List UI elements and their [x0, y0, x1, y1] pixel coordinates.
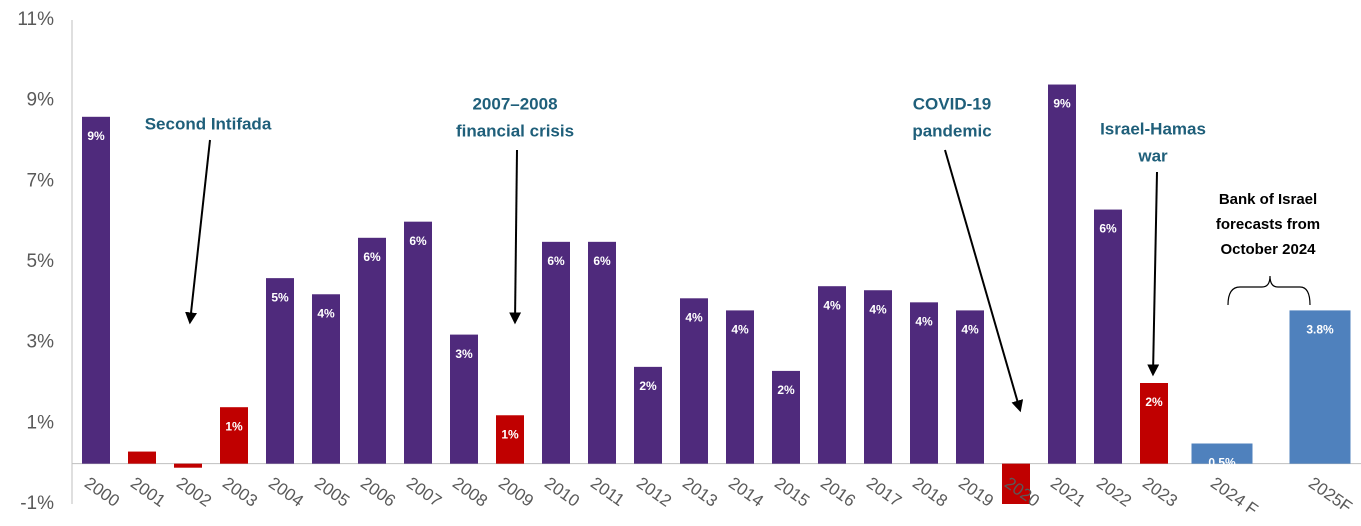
x-tick-label: 2012 — [633, 473, 675, 510]
data-label: 9% — [87, 129, 105, 143]
data-label: 5% — [271, 290, 289, 304]
data-label: 2% — [639, 379, 657, 393]
annotation: financial crisis — [456, 121, 574, 140]
data-label: 4% — [961, 323, 979, 337]
arrow — [509, 149, 522, 325]
x-tick-label: 2003 — [219, 473, 261, 510]
x-tick-label: 2010 — [541, 473, 583, 510]
x-tick-label: 2014 — [725, 473, 767, 510]
data-label: 4% — [915, 315, 933, 329]
data-label: 4% — [685, 310, 703, 324]
bar — [496, 415, 524, 464]
x-tick-label: 2017 — [863, 473, 905, 510]
annotation: Second Intifada — [145, 114, 272, 133]
x-tick-label: 2011 — [587, 473, 628, 510]
annotation: war — [1137, 146, 1168, 165]
x-tick-label: 2006 — [357, 473, 399, 510]
x-tick-label: 2009 — [495, 473, 537, 510]
bar — [1002, 463, 1030, 504]
y-tick-label: 9% — [27, 90, 55, 111]
x-tick-label: 2022 — [1093, 473, 1135, 510]
y-tick-label: 5% — [27, 251, 55, 272]
brace — [1227, 275, 1311, 306]
annotation: forecasts from — [1216, 216, 1320, 233]
data-label: 4% — [731, 323, 749, 337]
annotation: October 2024 — [1220, 241, 1316, 258]
bar — [634, 366, 662, 464]
bar — [266, 278, 294, 464]
bar — [726, 310, 754, 464]
x-tick-label: 2002 — [173, 473, 215, 510]
arrow — [944, 149, 1024, 413]
y-tick-label: -1% — [20, 493, 54, 514]
bar — [910, 302, 938, 464]
data-label: 4% — [823, 298, 841, 312]
annotation: 2007–2008 — [472, 94, 557, 113]
y-tick-label: 3% — [27, 332, 55, 353]
x-tick-label: 2025F — [1305, 473, 1355, 516]
arrow — [185, 139, 211, 325]
data-label: 1% — [225, 419, 243, 433]
bar — [312, 294, 340, 464]
arrow — [1147, 171, 1160, 377]
x-tick-label: 2023 — [1139, 473, 1181, 510]
data-label: 4% — [869, 302, 887, 316]
y-tick-label: 11% — [17, 9, 54, 30]
bar — [1191, 443, 1253, 464]
data-label: 6% — [547, 254, 565, 268]
annotation: COVID-19 — [913, 94, 991, 113]
data-label: 1% — [501, 427, 519, 441]
data-label: 2% — [777, 383, 795, 397]
x-tick-label: 2013 — [679, 473, 721, 510]
bar — [818, 286, 846, 464]
bar — [220, 407, 248, 464]
bar — [174, 463, 202, 468]
data-label: 0.5% — [1208, 456, 1236, 470]
bar — [1140, 383, 1168, 464]
x-tick-label: 2000 — [81, 473, 123, 510]
x-tick-label: 2008 — [449, 473, 491, 510]
data-label: 3% — [455, 347, 473, 361]
bar — [404, 221, 432, 464]
bar — [1289, 310, 1351, 464]
data-label: 4% — [317, 306, 335, 320]
x-tick-label: 2018 — [909, 473, 951, 510]
y-tick-label: 7% — [27, 170, 55, 191]
x-tick-label: 2004 — [265, 473, 307, 510]
y-tick-label: 1% — [27, 412, 55, 433]
bar — [680, 298, 708, 464]
bar — [864, 290, 892, 464]
x-tick-label: 2007 — [403, 473, 445, 510]
bar — [1048, 84, 1076, 464]
bar — [128, 451, 156, 464]
bar — [956, 310, 984, 464]
data-label: 2% — [1145, 395, 1163, 409]
bar — [542, 241, 570, 464]
data-label: 6% — [363, 250, 381, 264]
x-tick-label: 2015 — [771, 473, 813, 510]
data-label: 6% — [593, 254, 611, 268]
x-tick-label: 2001 — [127, 473, 169, 510]
data-label: 3.8% — [1306, 323, 1334, 337]
x-tick-label: 2005 — [311, 473, 353, 510]
bar — [588, 241, 616, 464]
x-tick-label: 2019 — [955, 473, 997, 510]
data-label: 9% — [1053, 97, 1071, 111]
x-tick-label: 2016 — [817, 473, 859, 510]
bar — [358, 237, 386, 464]
bar — [82, 116, 110, 464]
data-label: 6% — [1099, 222, 1117, 236]
annotation: Bank of Israel — [1219, 191, 1317, 208]
x-tick-label: 2024 F — [1207, 473, 1261, 519]
bar — [1094, 209, 1122, 464]
bar — [450, 334, 478, 464]
x-tick-label: 2021 — [1047, 473, 1089, 510]
annotation: Israel-Hamas — [1100, 119, 1206, 138]
bar — [772, 370, 800, 464]
annotation: pandemic — [912, 121, 991, 140]
data-label: 6% — [409, 234, 427, 248]
